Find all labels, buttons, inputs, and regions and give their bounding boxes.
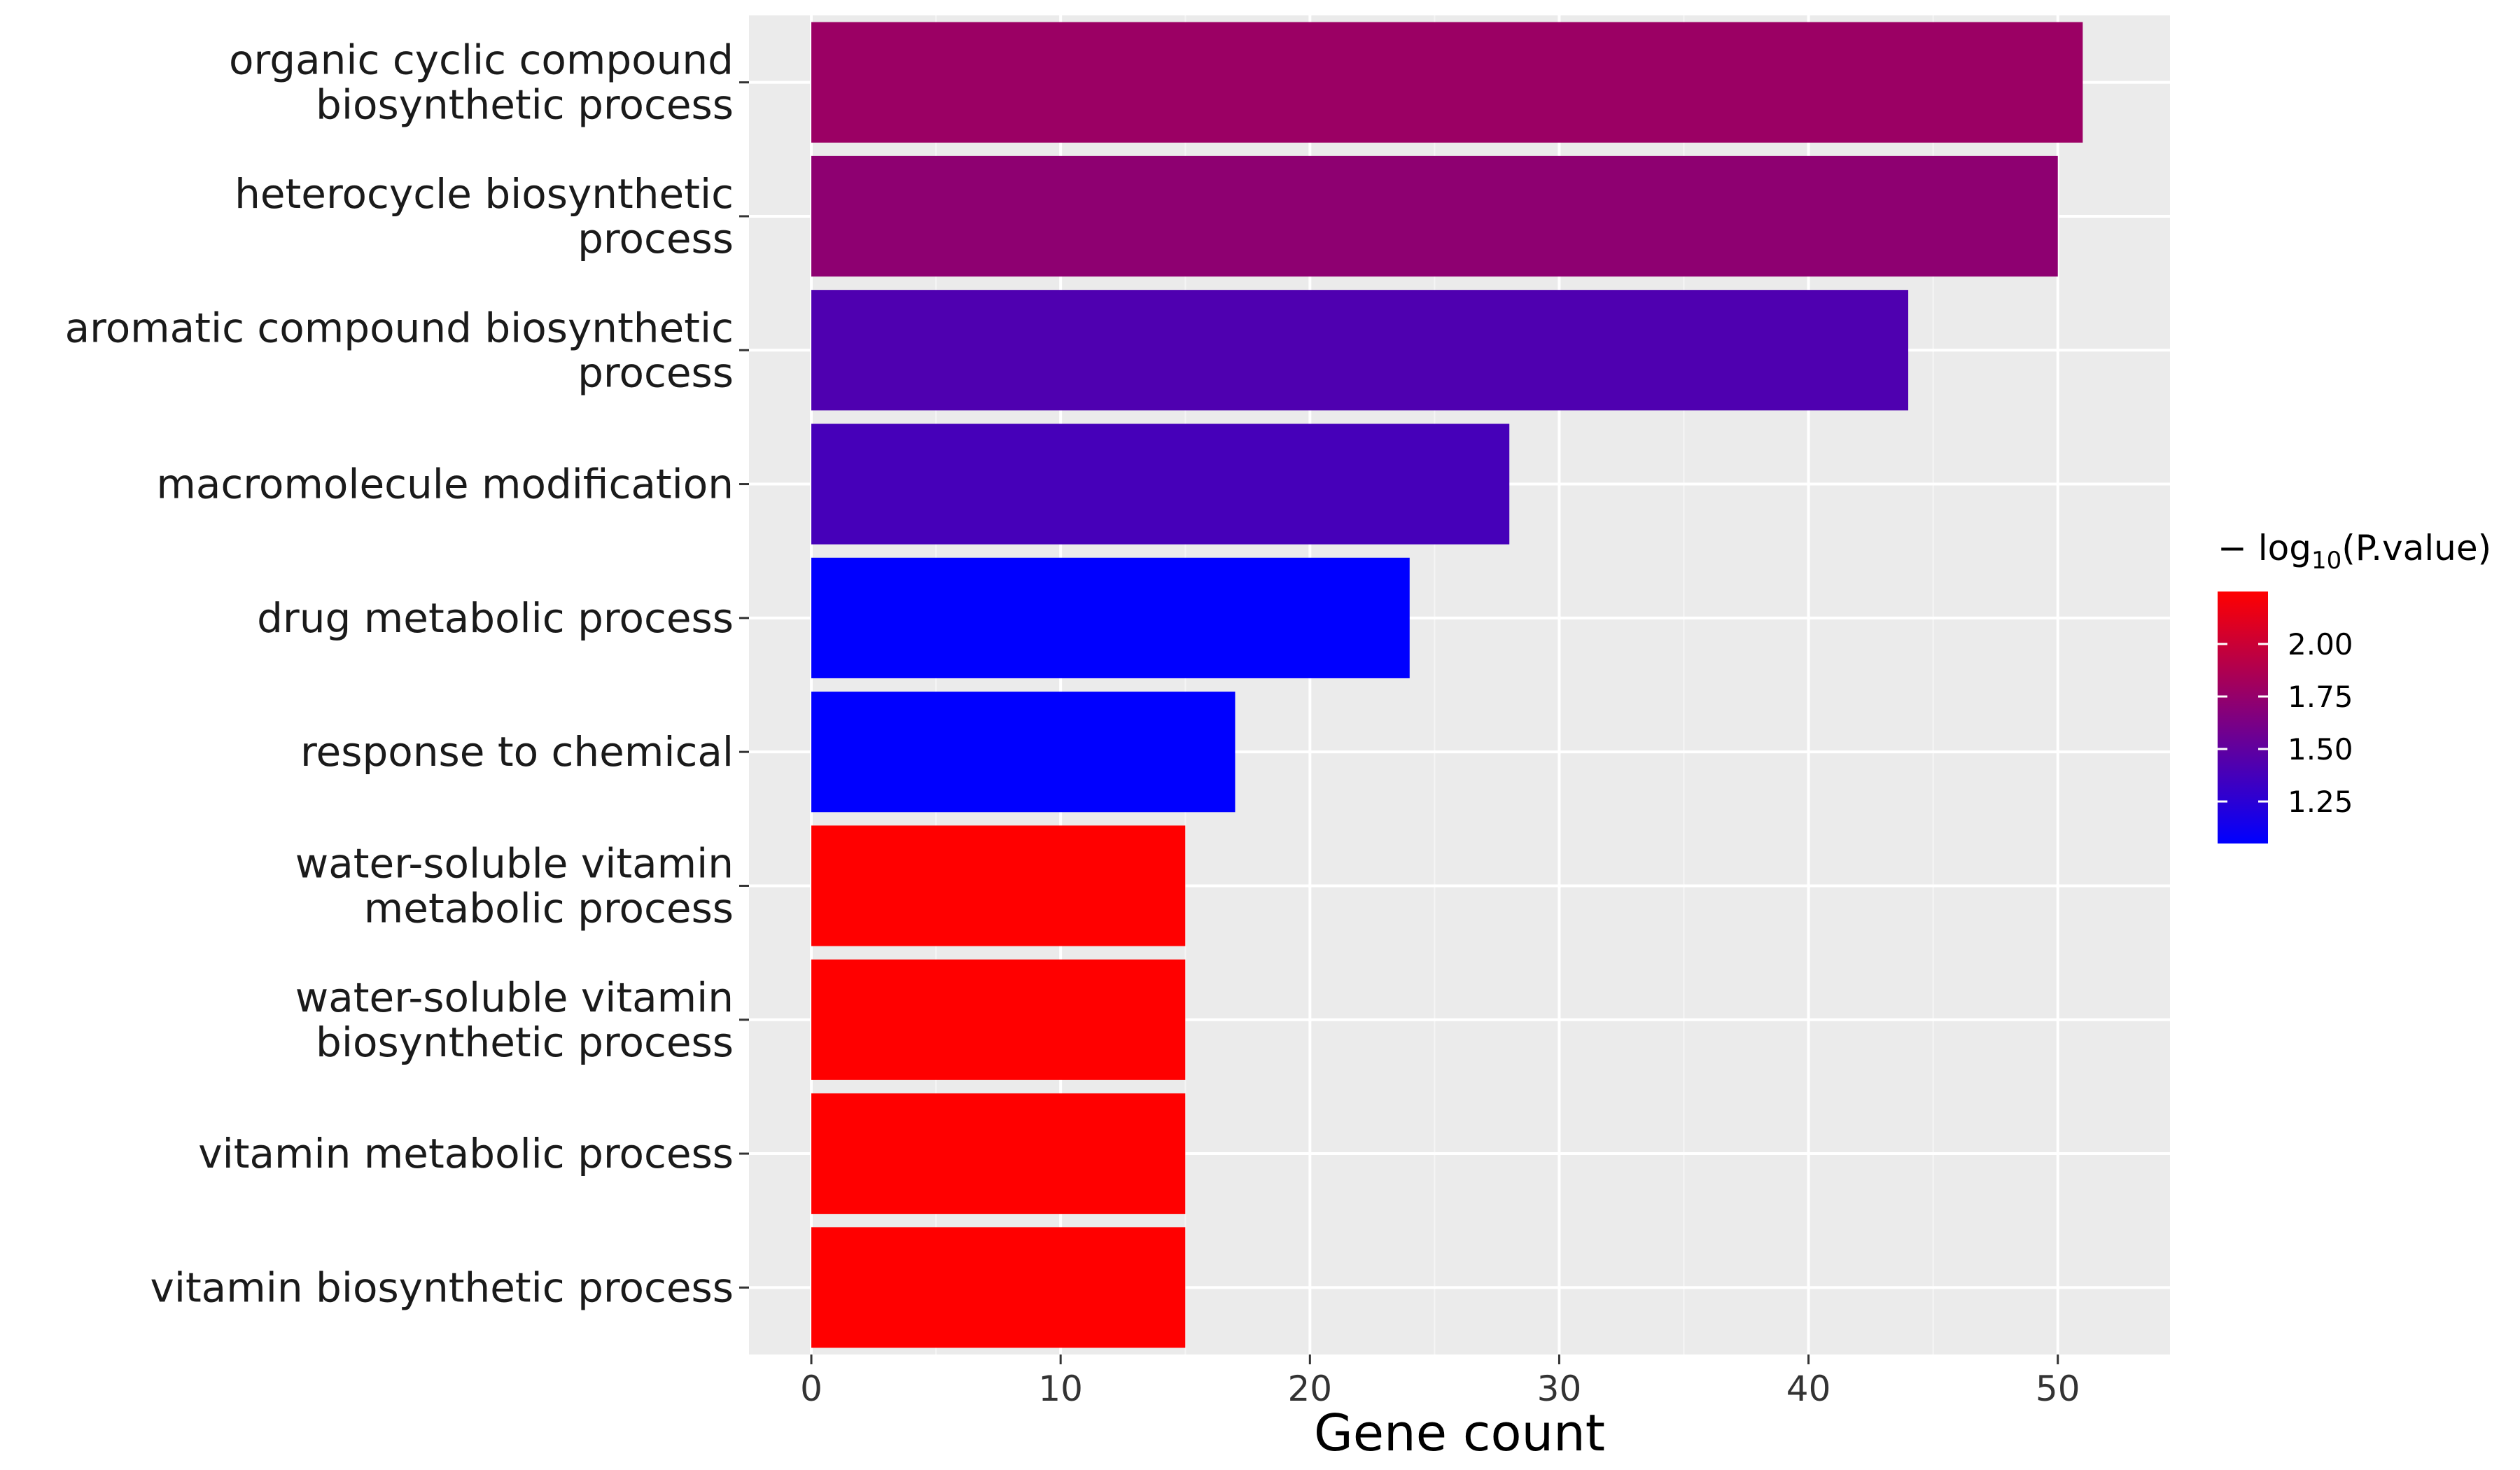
bar: [811, 959, 1186, 1080]
category-label-line: biosynthetic process: [316, 81, 734, 129]
x-axis-title: Gene count: [1314, 1404, 1605, 1462]
category-label: macromolecule modification: [156, 461, 734, 508]
category-label: vitamin biosynthetic process: [150, 1264, 734, 1311]
category-label: vitamin metabolic process: [198, 1130, 734, 1177]
category-label: water-soluble vitamin metabolic process: [295, 839, 734, 932]
bar: [811, 1227, 1186, 1348]
category-label-line: drug metabolic process: [257, 594, 734, 642]
bar: [811, 1093, 1186, 1214]
legend-tick-label: 1.50: [2288, 732, 2353, 766]
category-label-line: metabolic process: [364, 884, 734, 932]
legend-title: − log10(P.value): [2218, 528, 2491, 575]
legend-tick-label: 2.00: [2288, 627, 2353, 662]
x-tick-label: 20: [1288, 1368, 1333, 1409]
category-label: drug metabolic process: [257, 594, 734, 642]
category-label-line: biosynthetic process: [316, 1018, 734, 1066]
category-label-line: organic cyclic compound: [229, 36, 734, 84]
bar: [811, 424, 1510, 545]
category-labels: organic cyclic compound biosynthetic proc…: [65, 36, 749, 1311]
category-label: response to chemical: [300, 728, 734, 776]
category-label-line: process: [578, 215, 734, 262]
category-label-line: response to chemical: [300, 728, 734, 776]
category-label-line: vitamin biosynthetic process: [150, 1264, 734, 1311]
x-axis: 0 10 20 30 40 50: [800, 1354, 2080, 1409]
bar: [811, 155, 2058, 277]
category-label-line: aromatic compound biosynthetic: [65, 304, 734, 351]
bar: [811, 825, 1186, 946]
category-label-line: process: [578, 349, 734, 396]
color-legend: − log10(P.value) 2.00 1.75 1.50 1.25: [2218, 528, 2491, 844]
category-label-line: macromolecule modification: [156, 461, 734, 508]
category-label-line: water-soluble vitamin: [295, 974, 734, 1021]
category-label: water-soluble vitamin biosynthetic proces…: [295, 974, 734, 1066]
category-label-line: vitamin metabolic process: [198, 1130, 734, 1177]
bar: [811, 692, 1236, 813]
x-tick-label: 40: [1786, 1368, 1831, 1409]
legend-ticks: 2.00 1.75 1.50 1.25: [2218, 627, 2353, 819]
legend-tick-label: 1.25: [2288, 785, 2353, 819]
legend-colorbar: [2218, 592, 2268, 844]
category-label: heterocycle biosynthetic process: [234, 170, 734, 262]
x-tick-label: 50: [2036, 1368, 2080, 1409]
bar: [811, 557, 1410, 678]
category-label: aromatic compound biosynthetic process: [65, 304, 734, 396]
bars-group: [811, 22, 2083, 1348]
bar: [811, 22, 2083, 143]
bar: [811, 290, 1909, 411]
x-tick-label: 0: [800, 1368, 822, 1409]
category-label: organic cyclic compound biosynthetic proc…: [229, 36, 734, 129]
category-label-line: water-soluble vitamin: [295, 839, 734, 887]
x-tick-label: 30: [1537, 1368, 1582, 1409]
category-label-line: heterocycle biosynthetic: [234, 170, 734, 218]
x-tick-label: 10: [1038, 1368, 1083, 1409]
legend-tick-label: 1.75: [2288, 680, 2353, 714]
